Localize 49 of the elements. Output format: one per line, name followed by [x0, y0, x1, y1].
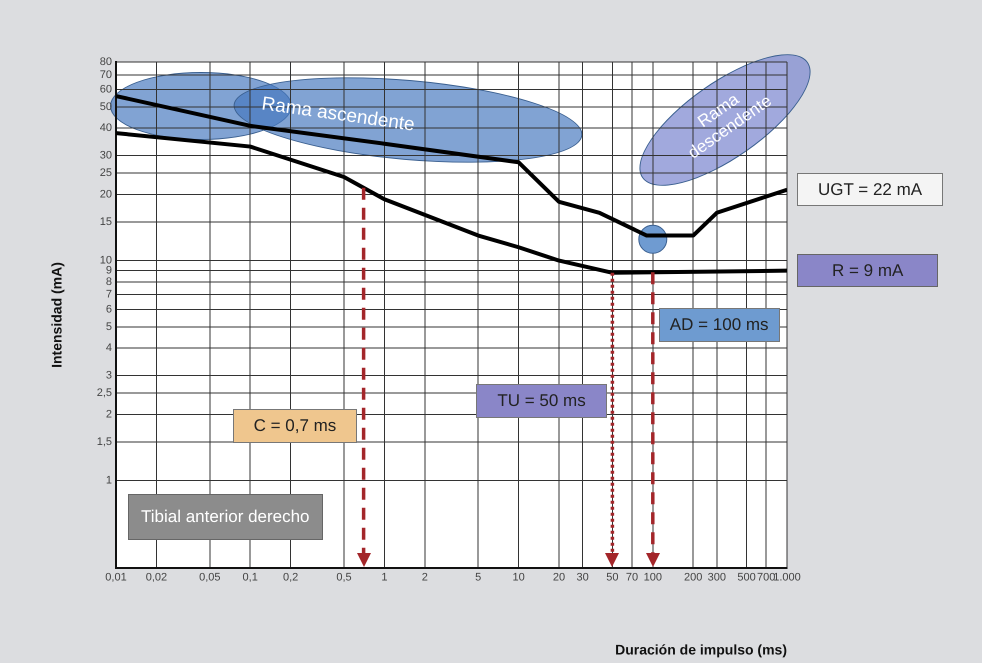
annotation: Rama ascendente	[260, 93, 416, 136]
x-tick-label: 70	[626, 572, 638, 584]
y-tick-label: 10	[100, 254, 112, 267]
x-tick-label: 30	[576, 572, 589, 584]
x-tick-label: 300	[708, 572, 726, 584]
y-tick-label: 5	[106, 320, 112, 333]
x-tick-label: 1.000	[773, 572, 801, 584]
y-tick-label: 1,5	[96, 436, 112, 448]
y-tick-label: 1	[106, 474, 112, 487]
x-tick-label: 50	[606, 572, 619, 584]
y-tick-label: 80	[100, 56, 112, 68]
y-tick-label: 20	[100, 188, 112, 200]
x-tick-label: 0,1	[242, 572, 258, 584]
y-tick-label: 15	[100, 216, 112, 228]
ref-line-label: AD = 100 ms	[658, 308, 780, 342]
x-tick-label: 200	[684, 572, 702, 584]
y-tick-label: 2	[106, 408, 112, 420]
y-tick-label: 60	[100, 84, 112, 96]
x-tick-label: 5	[475, 572, 482, 584]
y-tick-label: 3	[106, 370, 112, 382]
ref-line-label: TU = 50 ms	[476, 384, 607, 418]
annotation: R = 9 mA	[797, 254, 938, 288]
x-tick-label: 1	[381, 572, 388, 584]
y-tick-label: 8	[106, 276, 112, 288]
x-tick-label: 500	[737, 572, 756, 584]
x-tick-label: 0,02	[146, 572, 168, 584]
y-tick-label: 70	[100, 68, 112, 81]
y-tick-label: 2,5	[96, 387, 112, 400]
x-tick-label: 100	[644, 572, 662, 584]
y-tick-label: 30	[100, 150, 112, 162]
y-tick-label: 25	[100, 167, 112, 180]
x-tick-label: 10	[512, 572, 525, 584]
x-tick-label: 0,05	[199, 572, 221, 584]
annotation: Tibial anterior derecho	[128, 494, 323, 540]
y-axis-title: Intensidad (mA)	[48, 262, 64, 368]
y-tick-label: 40	[100, 122, 112, 134]
y-tick-label: 7	[106, 288, 112, 301]
x-tick-label: 700	[757, 572, 776, 584]
x-tick-label: 2	[422, 572, 428, 584]
x-tick-label: 0,5	[336, 572, 352, 584]
x-tick-label: 20	[552, 572, 566, 584]
annotation: UGT = 22 mA	[797, 172, 944, 206]
y-tick-label: 4	[106, 342, 112, 354]
x-tick-label: 0,2	[282, 572, 298, 584]
x-axis-title: Duración de impulso (ms)	[615, 641, 787, 658]
y-tick-label: 6	[106, 303, 112, 316]
y-tick-label: 9	[106, 264, 112, 277]
x-tick-label: 0,01	[105, 572, 127, 584]
ref-line-label: C = 0,7 ms	[232, 409, 358, 443]
